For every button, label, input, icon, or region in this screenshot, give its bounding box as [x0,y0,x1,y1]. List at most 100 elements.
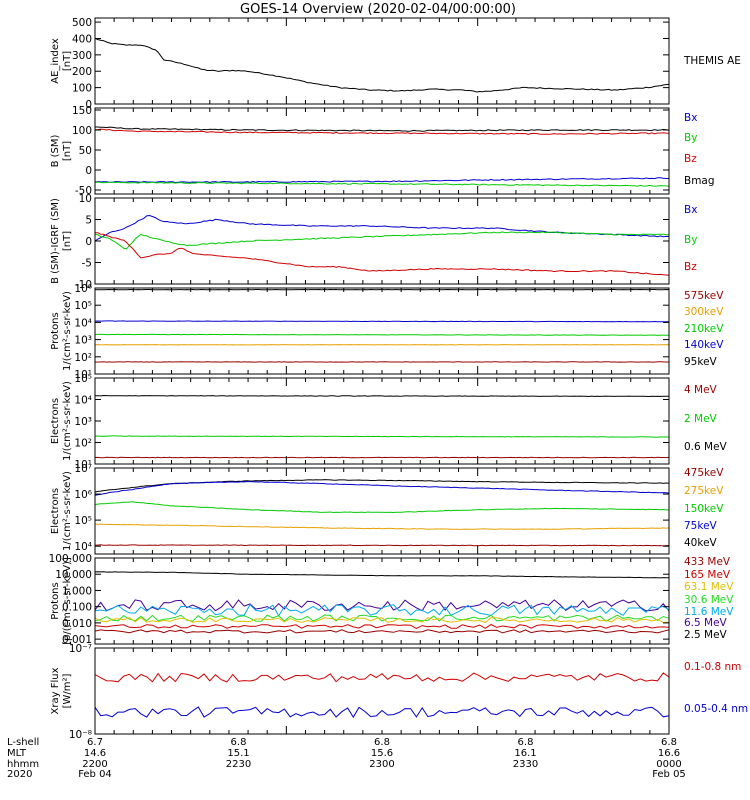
y-tick-label: 10.000 [55,569,92,581]
legend-entry: Bx [684,112,697,124]
y-tick-label: 10¹ [74,369,92,381]
panel-6: 10⁴ 10⁵ 10⁶ 10⁷ Electrons 1/(cm²-s-sr-keV) 475… [50,463,724,555]
panel-frame [94,287,670,375]
series-line-By [94,231,670,250]
series-line-63.1-MeV [94,616,670,624]
x-axis-tick-label: 15.6 [371,748,393,759]
x-axis-row-label: 2020 [7,769,32,780]
y-axis-unit: [p/(cm²-s-sr-keV)] [62,557,73,645]
y-axis-unit: [nT] [62,141,73,161]
y-axis-unit: [nT] [62,51,73,71]
series-line-2.5-MeV [94,571,670,579]
legend-entry: By [684,234,697,246]
y-tick-label: 150 [72,105,92,117]
series-line-75keV [94,481,670,496]
series-line-150keV [94,501,669,514]
y-tick-label: 10⁴ [74,317,92,329]
y-axis-unit: 1/(cm²-s-sr-keV) [62,381,73,461]
legend-entry: 30.6 MeV [684,594,734,606]
y-tick-label: -50 [75,185,92,197]
y-tick-label: 10⁴ [74,541,92,553]
x-axis-tick-label: 6.8 [231,737,247,748]
legend-entry: 75keV [684,520,718,532]
y-tick-label: 10⁵ [74,373,92,385]
series-line-433-MeV [94,629,670,634]
y-tick-label: 10³ [74,335,92,347]
legend-entry: 165 MeV [684,569,731,581]
series-line-2-MeV [94,435,670,438]
legend-entry: 140keV [684,339,724,351]
x-axis-tick-label: Feb 04 [78,769,112,780]
panel-4: 10¹ 10² 10³ 10⁴ 10⁵ 10⁶ Protons 1/(cm²-s-sr-keV… [50,283,724,381]
legend-entry: 0.1-0.8 nm [684,661,741,673]
x-axis-tick-label: 16.6 [658,748,680,759]
panel-1: 0 100 200 300 400 500 AE_index [nT] THEMIS AE [50,17,741,111]
x-axis-tick-label: 15.1 [227,748,249,759]
y-tick-label: 1.000 [62,585,92,597]
panel-2: -50 0 50 100 150 B (SM) [nT] Bx By Bz Bmag [50,105,715,197]
legend-entry: 2 MeV [684,413,718,425]
series-line-By [94,181,670,187]
y-tick-label: 10⁷ [74,463,92,475]
series-line-0.6-MeV [94,394,669,398]
y-tick-label: 5 [85,215,92,227]
legend-entry: Bz [684,153,697,165]
x-axis-tick-label: 6.8 [518,737,534,748]
legend-entry: 210keV [684,323,724,335]
legend-entry: 475keV [684,467,724,479]
y-tick-label: 0 [85,99,92,111]
x-axis-tick-label: 2200 [82,759,107,770]
y-tick-label: 10¹ [74,459,92,471]
series-line-165-MeV [94,623,670,629]
panel-3: -10 -5 0 5 10 B (SM)-IGRF (SM) [nT] Bx By Bz [50,193,697,291]
y-tick-label: -5 [82,258,92,270]
x-axis-row-label: hhmm [7,759,39,770]
panel-frame [94,17,670,105]
y-tick-label: 10² [74,438,92,450]
y-tick-label: 500 [72,17,92,29]
y-tick-label: 10⁶ [74,283,92,295]
y-tick-label: 0 [85,236,92,248]
panel-8: 10⁻⁸ 10⁻⁷ Xray Flux [W/m²] 0.1-0.8 nm 0.05-0.… [50,643,748,741]
series-line-210keV [94,333,670,336]
legend-entry: 2.5 MeV [684,629,728,641]
y-tick-label: 10⁶ [74,489,92,501]
y-axis-label: Protons [50,582,61,619]
y-tick-label: 10³ [74,416,92,428]
legend-entry: 4 MeV [684,384,718,396]
legend-entry: 300keV [684,306,724,318]
y-tick-label: 10² [74,352,92,364]
y-tick-label: 100 [72,125,92,137]
y-tick-label: 400 [72,33,92,45]
legend-entry: THEMIS AE [683,55,741,67]
y-tick-label: 0.010 [62,618,92,630]
y-tick-label: 10⁵ [74,515,92,527]
legend-entry: 575keV [684,290,724,302]
x-axis-tick-label: 14.6 [84,748,106,759]
y-axis-unit: [nT] [62,231,73,251]
legend-entry: 95keV [684,356,718,368]
y-axis-label: AE_index [50,38,61,84]
y-axis-label: Xray Flux [50,667,61,714]
x-axis-tick-label: 16.1 [514,748,536,759]
y-axis-label: Electrons [50,488,61,534]
legend-entry: 150keV [684,503,724,515]
y-tick-label: 100.000 [49,553,92,565]
x-axis-tick-label: 6.7 [87,737,103,748]
y-tick-label: 50 [79,145,92,157]
series-line-275keV [94,523,670,530]
y-tick-label: 0 [85,165,92,177]
legend-entry: 40keV [684,537,718,549]
y-tick-label: 10⁴ [74,395,92,407]
chart-title: GOES-14 Overview (2020-02-04/00:00:00) [240,2,516,17]
x-axis-tick-label: 0000 [656,759,681,770]
y-axis-label: B (SM) [50,134,61,167]
legend-entry: 63.1 MeV [684,581,734,593]
series-line-Bz [94,128,670,135]
series-line-11.6-MeV [94,603,670,617]
legend-entry: Bmag [684,175,715,187]
x-axis-tick-label: Feb 05 [652,769,686,780]
